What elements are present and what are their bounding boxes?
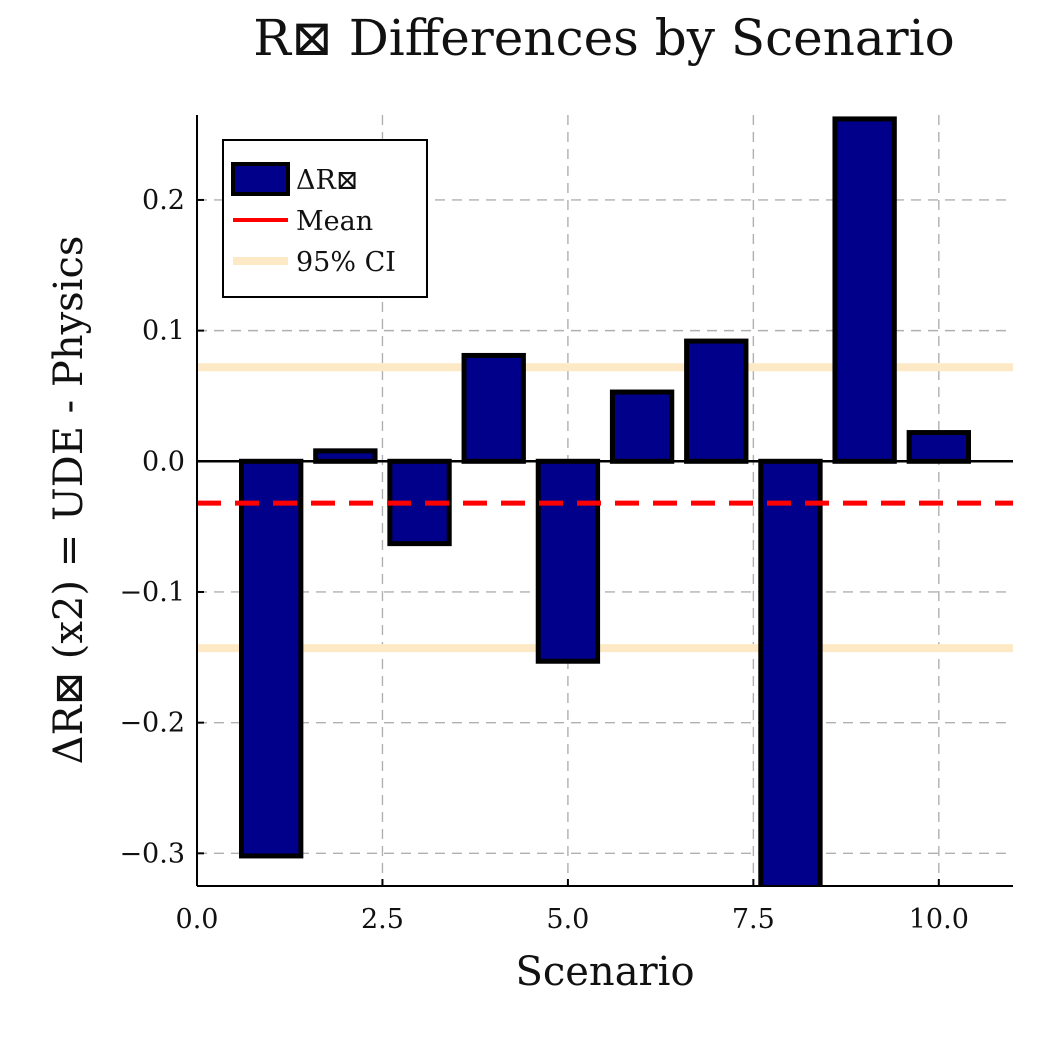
y-tick-label: 0.0 xyxy=(142,446,185,477)
bar xyxy=(609,389,675,464)
x-axis-title: Scenario xyxy=(515,949,694,995)
bar xyxy=(239,458,304,859)
x-tick-label: 5.0 xyxy=(546,904,589,935)
x-tick-label: 0.0 xyxy=(176,904,219,935)
y-tick-label: −0.3 xyxy=(119,838,185,869)
chart-title: R⊠ Differences by Scenario xyxy=(253,9,954,67)
axes xyxy=(196,115,1013,887)
bar xyxy=(461,352,526,464)
legend-label: Mean xyxy=(296,206,373,237)
bar xyxy=(313,448,378,464)
y-tick-label: −0.1 xyxy=(119,577,185,608)
legend-label: 95% CI xyxy=(296,247,396,278)
legend-label: ΔR⊠ xyxy=(296,165,358,196)
legend-swatch-bar xyxy=(231,162,290,196)
bar xyxy=(832,116,897,464)
x-tick-label: 7.5 xyxy=(732,904,775,935)
bar xyxy=(906,430,971,464)
x-tick-label: 2.5 xyxy=(361,904,404,935)
y-tick-label: 0.2 xyxy=(142,185,185,216)
legend: ΔR⊠ Mean 95% CI xyxy=(222,139,428,298)
bar xyxy=(535,458,601,664)
tick-labels: 0.0 2.5 5.0 7.5 10.0 −0.3 −0.2 −0.1 0.0 0.1 0.2 xyxy=(119,185,968,935)
y-tick-label: 0.1 xyxy=(142,316,185,347)
x-tick-label: 10.0 xyxy=(909,904,969,935)
bar xyxy=(758,458,823,886)
y-axis-title: ΔR⊠ (x2) = UDE - Physics xyxy=(46,236,92,765)
bar xyxy=(684,338,749,464)
y-tick-label: −0.2 xyxy=(119,708,185,739)
